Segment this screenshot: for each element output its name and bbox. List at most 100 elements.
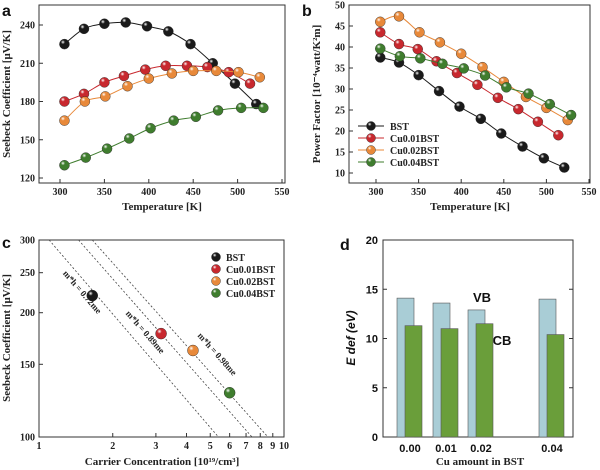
data-point-b-3 xyxy=(415,53,426,64)
data-point-a-2 xyxy=(166,68,178,79)
legend-label-2: Cu0.02BST xyxy=(390,146,440,157)
data-point-b-1 xyxy=(412,43,423,55)
y-tick-label-d: 10 xyxy=(366,334,378,346)
y-tick-label-c: 300 xyxy=(20,236,35,247)
legend-label-c-3: Cu0.04BST xyxy=(226,289,276,300)
y-tick-label-a: 150 xyxy=(20,135,35,146)
x-tick-label-c: 4 xyxy=(184,441,189,452)
x-tick-label-a: 350 xyxy=(97,187,112,198)
data-point-a-1 xyxy=(140,64,151,75)
x-tick-label-d: 0.01 xyxy=(435,443,456,455)
data-point-b-2 xyxy=(414,27,425,38)
axes-frame-b xyxy=(348,4,591,184)
x-tick-label-b: 300 xyxy=(369,187,384,198)
label-cb: CB xyxy=(493,333,512,348)
data-point-a-1 xyxy=(160,60,171,72)
data-point-b-0 xyxy=(538,153,550,164)
data-point-a-1 xyxy=(223,66,234,78)
data-point-b-3 xyxy=(501,82,512,93)
panel-letter-a: a xyxy=(2,3,11,20)
pisarenko-line-0 xyxy=(48,239,219,438)
y-tick-label-c: 200 xyxy=(20,308,35,319)
data-point-a-0 xyxy=(185,38,196,50)
bar-cb-3 xyxy=(546,334,565,438)
y-tick-label-c: 250 xyxy=(20,268,35,279)
y-tick-label-a: 180 xyxy=(20,97,35,108)
x-tick-label-a: 300 xyxy=(53,187,68,198)
legend-label-3: Cu0.04BST xyxy=(390,158,440,169)
data-point-c-1 xyxy=(155,327,167,340)
data-point-a-0 xyxy=(59,38,70,50)
legend-marker-1 xyxy=(366,133,376,143)
data-point-a-3 xyxy=(145,123,156,134)
data-point-a-0 xyxy=(120,17,131,28)
xlabel-c: Carrier Concentration [10¹⁹/cm³] xyxy=(85,456,239,468)
series-line-a-3 xyxy=(64,107,264,166)
legend-marker-c-3 xyxy=(211,288,221,298)
data-point-a-3 xyxy=(80,152,91,163)
data-point-b-3 xyxy=(565,109,577,121)
panel-letter-d: d xyxy=(340,237,350,254)
x-tick-label-c: 2 xyxy=(110,441,115,452)
data-point-a-2 xyxy=(187,65,199,77)
x-tick-label-b: 550 xyxy=(582,187,597,198)
y-tick-label-c: 100 xyxy=(20,433,35,444)
y-tick-label-b: 35 xyxy=(335,64,345,75)
data-point-b-0 xyxy=(475,113,486,125)
series-line-b-1 xyxy=(379,31,559,136)
data-point-b-3 xyxy=(458,63,469,74)
data-point-a-2 xyxy=(100,91,111,102)
x-tick-label-c: 9 xyxy=(270,441,275,452)
x-tick-label-c: 1 xyxy=(37,441,42,452)
data-point-b-2 xyxy=(393,11,405,22)
ylabel-a: Seebeck Coefficient [μV/K] xyxy=(1,30,13,158)
data-point-b-1 xyxy=(532,116,544,127)
data-point-b-2 xyxy=(434,37,446,48)
series-line-b-0 xyxy=(380,57,565,168)
data-point-a-3 xyxy=(59,160,70,171)
xlabel-b: Temperature [K] xyxy=(430,201,510,213)
y-tick-label-d: 20 xyxy=(366,235,378,247)
legend-label-c-0: BST xyxy=(226,253,245,264)
data-point-a-2 xyxy=(143,73,155,84)
x-tick-label-d: 0.02 xyxy=(470,443,491,455)
x-tick-label-b: 450 xyxy=(496,187,511,198)
panel-letter-c: c xyxy=(2,235,11,252)
y-tick-label-b: 30 xyxy=(335,85,345,96)
bar-cb-2 xyxy=(475,323,494,438)
data-point-b-0 xyxy=(454,101,465,112)
data-point-b-0 xyxy=(413,69,424,81)
legend-marker-2 xyxy=(366,145,376,155)
legend-label-c-1: Cu0.01BST xyxy=(226,265,276,276)
data-point-a-0 xyxy=(99,18,110,29)
data-point-a-2 xyxy=(79,96,91,107)
x-tick-label-b: 500 xyxy=(539,187,554,198)
data-point-a-2 xyxy=(59,115,70,126)
data-point-a-3 xyxy=(258,102,269,114)
data-point-a-1 xyxy=(244,78,256,89)
data-point-b-1 xyxy=(393,38,405,50)
data-point-a-3 xyxy=(101,143,113,154)
data-point-b-3 xyxy=(544,98,556,110)
data-point-b-1 xyxy=(513,103,524,115)
data-point-b-3 xyxy=(394,51,406,62)
y-tick-label-d: 0 xyxy=(372,432,378,444)
y-tick-label-b: 45 xyxy=(335,22,345,33)
data-point-a-2 xyxy=(254,72,265,83)
data-point-b-1 xyxy=(472,79,483,91)
data-point-b-1 xyxy=(375,27,386,38)
legend-marker-3 xyxy=(366,157,376,167)
x-tick-label-d: 0.00 xyxy=(399,443,420,455)
data-point-b-3 xyxy=(437,58,448,69)
data-point-b-0 xyxy=(375,52,386,63)
y-tick-label-b: 40 xyxy=(335,43,345,54)
x-tick-label-c: 3 xyxy=(153,441,158,452)
data-point-b-0 xyxy=(559,162,570,173)
data-point-a-0 xyxy=(78,23,90,35)
x-tick-label-c: 7 xyxy=(244,441,249,452)
data-point-b-2 xyxy=(375,16,386,27)
data-point-a-3 xyxy=(190,111,202,123)
y-tick-label-b: 20 xyxy=(335,127,345,138)
series-line-a-2 xyxy=(64,70,260,121)
